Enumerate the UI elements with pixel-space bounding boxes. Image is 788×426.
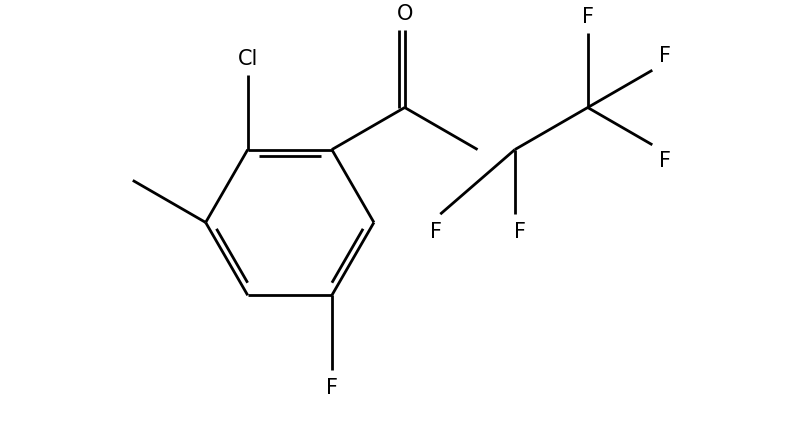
Text: F: F	[429, 222, 441, 241]
Text: F: F	[326, 377, 338, 397]
Text: F: F	[659, 150, 671, 170]
Text: F: F	[659, 46, 671, 66]
Text: O: O	[396, 4, 413, 24]
Text: Cl: Cl	[237, 49, 258, 69]
Text: F: F	[582, 7, 593, 27]
Text: F: F	[514, 222, 526, 241]
